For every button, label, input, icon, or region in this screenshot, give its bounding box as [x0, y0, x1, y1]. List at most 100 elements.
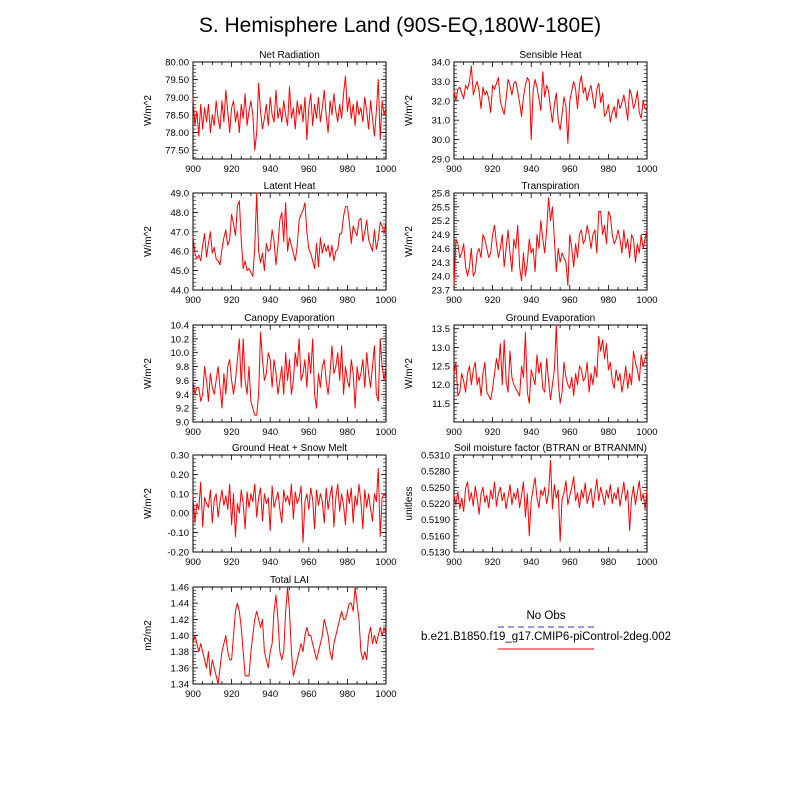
- y-tick-label: 49.0: [171, 189, 190, 200]
- x-tick-label: 900: [185, 557, 201, 568]
- series-line: [192, 468, 387, 543]
- y-tick-label: 23.7: [432, 286, 451, 297]
- panel-title: Sensible Heat: [519, 50, 581, 61]
- y-tick-label: 24.0: [432, 272, 451, 283]
- y-tick-label: 80.00: [165, 58, 189, 69]
- y-tick-label: 25.5: [432, 202, 451, 213]
- x-tick-label: 940: [262, 427, 278, 438]
- y-tick-label: 29.0: [432, 155, 451, 166]
- x-tick-label: 1000: [636, 427, 657, 438]
- y-axis-label: W/m^2: [404, 95, 415, 126]
- plot-frame: [192, 192, 387, 291]
- y-tick-label: 0.20: [171, 470, 190, 481]
- x-tick-label: 940: [523, 557, 539, 568]
- x-tick-label: 980: [339, 295, 355, 306]
- x-tick-label: 1000: [375, 427, 396, 438]
- y-tick-label: 0.5280: [421, 467, 450, 478]
- x-tick-label: 980: [600, 164, 616, 175]
- x-tick-label: 900: [185, 295, 201, 306]
- x-tick-label: 960: [301, 295, 317, 306]
- y-tick-label: 34.0: [432, 58, 451, 69]
- y-tick-label: 77.50: [165, 146, 189, 157]
- y-axis-label: W/m^2: [404, 358, 415, 389]
- x-tick-label: 920: [485, 557, 501, 568]
- panel-title: Ground Heat + Snow Melt: [232, 443, 348, 454]
- y-tick-label: 1.42: [171, 615, 190, 626]
- y-tick-label: 9.2: [176, 404, 189, 415]
- series-line: [192, 586, 387, 685]
- y-tick-label: 33.0: [432, 77, 451, 88]
- x-tick-label: 900: [185, 427, 201, 438]
- y-tick-label: 1.44: [171, 599, 190, 610]
- x-tick-label: 940: [262, 689, 278, 700]
- x-tick-label: 900: [185, 689, 201, 700]
- y-tick-label: 44.0: [171, 286, 190, 297]
- series-line: [453, 65, 648, 144]
- x-tick-label: 980: [600, 295, 616, 306]
- y-tick-label: 1.36: [171, 663, 190, 674]
- y-tick-label: 78.00: [165, 128, 189, 139]
- legend-obs-label: No Obs: [527, 610, 566, 622]
- x-tick-label: 920: [485, 295, 501, 306]
- y-tick-label: 0.10: [171, 489, 190, 500]
- x-tick-label: 960: [301, 557, 317, 568]
- panel-title: Total LAI: [270, 575, 309, 586]
- y-tick-label: 12.0: [432, 380, 451, 391]
- y-tick-label: 24.9: [432, 230, 451, 241]
- y-tick-label: 0.5310: [421, 451, 450, 462]
- panel-title: Canopy Evaporation: [244, 313, 335, 324]
- x-tick-label: 940: [262, 295, 278, 306]
- x-tick-label: 980: [339, 427, 355, 438]
- x-tick-label: 960: [301, 689, 317, 700]
- y-tick-label: 79.00: [165, 93, 189, 104]
- legend-case-label: b.e21.B1850.f19_g17.CMIP6-piControl-2deg…: [421, 631, 671, 643]
- panel-total-lai: Total LAI m2/m2 900 920 940 960 980 1000 1.34 1.3…: [143, 575, 397, 700]
- x-tick-label: 900: [446, 295, 462, 306]
- y-tick-label: 30.0: [432, 135, 451, 146]
- panel-latent-heat: Latent Heat W/m^2 900 920 940 960 980 1000 44.0 4…: [143, 181, 397, 306]
- series-line: [192, 331, 387, 416]
- y-axis-label: W/m^2: [404, 226, 415, 257]
- plot-frame: [192, 61, 387, 160]
- y-tick-label: 10.0: [171, 348, 190, 359]
- x-tick-label: 940: [523, 295, 539, 306]
- y-tick-label: 1.34: [171, 680, 190, 691]
- x-tick-label: 1000: [375, 557, 396, 568]
- x-tick-label: 900: [446, 427, 462, 438]
- x-tick-label: 960: [562, 427, 578, 438]
- x-tick-label: 980: [339, 164, 355, 175]
- y-axis-label: W/m^2: [143, 95, 154, 126]
- y-tick-label: 0.5220: [421, 499, 450, 510]
- y-tick-label: 0.5160: [421, 531, 450, 542]
- y-tick-label: 31.0: [432, 116, 451, 127]
- x-tick-label: 920: [224, 557, 240, 568]
- y-axis-label: W/m^2: [143, 226, 154, 257]
- x-tick-label: 920: [224, 295, 240, 306]
- y-tick-label: 0.5130: [421, 548, 450, 559]
- legend: No Obs b.e21.B1850.f19_g17.CMIP6-piContr…: [421, 610, 671, 650]
- panel-title: Net Radiation: [259, 50, 320, 61]
- x-tick-label: 920: [485, 164, 501, 175]
- x-tick-label: 960: [562, 557, 578, 568]
- y-tick-label: 13.5: [432, 324, 451, 335]
- y-tick-label: 48.0: [171, 208, 190, 219]
- x-tick-label: 960: [301, 164, 317, 175]
- y-tick-label: 47.0: [171, 227, 190, 238]
- x-tick-label: 1000: [375, 164, 396, 175]
- series-line: [192, 75, 387, 151]
- series-line: [453, 459, 648, 542]
- y-tick-label: 1.46: [171, 583, 190, 594]
- panel-soil-moisture-factor: Soil moisture factor (BTRAN or BTRANMN) u…: [404, 443, 658, 568]
- y-tick-label: 25.8: [432, 189, 451, 200]
- series-line: [453, 324, 648, 404]
- y-tick-label: 10.2: [171, 334, 190, 345]
- x-tick-label: 940: [523, 164, 539, 175]
- x-tick-label: 1000: [375, 295, 396, 306]
- y-tick-label: 1.40: [171, 631, 190, 642]
- x-tick-label: 920: [224, 427, 240, 438]
- panel-ground-evaporation: Ground Evaporation W/m^2 900 920 940 960 980 10…: [404, 313, 658, 438]
- x-tick-label: 900: [446, 164, 462, 175]
- y-axis-label: W/m^2: [143, 488, 154, 519]
- panel-transpiration: Transpiration W/m^2 900 920 940 960 980 1000 23.…: [404, 181, 658, 306]
- x-tick-label: 920: [224, 164, 240, 175]
